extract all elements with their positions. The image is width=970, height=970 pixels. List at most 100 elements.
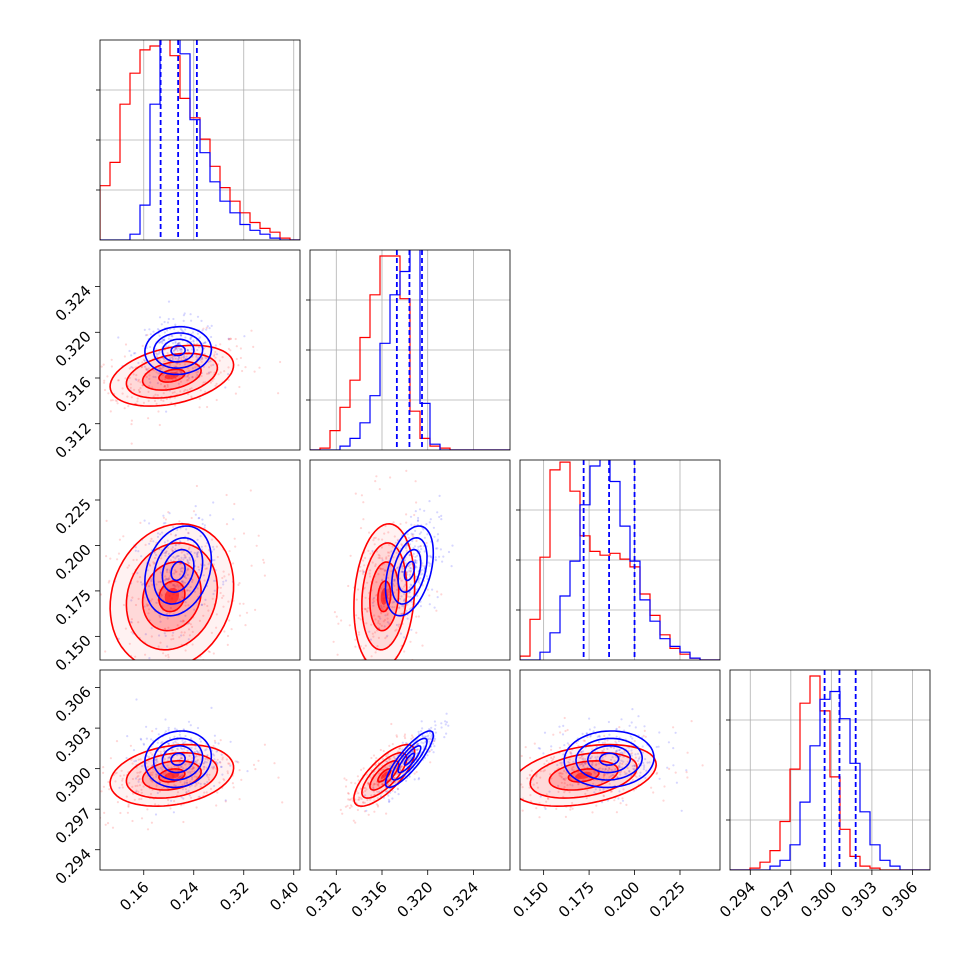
red-point: [360, 494, 363, 497]
red-point: [187, 759, 190, 762]
red-point: [134, 603, 138, 607]
red-point: [563, 779, 567, 782]
blue-point: [183, 312, 186, 315]
red-point: [154, 352, 157, 355]
blue-point: [658, 731, 661, 734]
red-point: [140, 788, 143, 791]
blue-point: [380, 606, 383, 610]
blue-point: [558, 725, 561, 728]
blue-point: [181, 739, 184, 742]
blue-point: [388, 800, 391, 803]
red-point: [205, 774, 209, 777]
blue-point: [396, 567, 399, 570]
blue-point: [189, 737, 193, 740]
red-point: [202, 765, 205, 769]
red-point: [384, 524, 387, 528]
red-point: [583, 739, 587, 743]
blue-point: [174, 544, 177, 547]
blue-point: [142, 743, 146, 746]
blue-point: [186, 342, 189, 345]
red-point: [137, 378, 140, 381]
red-point: [132, 373, 135, 376]
blue-point: [176, 347, 179, 350]
blue-point: [215, 750, 218, 753]
red-point: [126, 395, 129, 398]
red-point: [128, 564, 131, 567]
blue-point: [630, 754, 633, 757]
red-point: [374, 618, 377, 621]
red-point: [621, 797, 624, 800]
red-point: [626, 766, 629, 770]
red-point: [162, 360, 165, 363]
red-point: [119, 774, 122, 778]
red-point: [373, 537, 376, 540]
red-point: [136, 397, 139, 400]
red-point: [585, 796, 588, 800]
blue-point: [147, 585, 151, 588]
red-point: [107, 581, 110, 584]
red-point: [539, 770, 542, 773]
blue-point: [621, 752, 624, 755]
blue-point: [615, 742, 618, 745]
red-point: [188, 785, 191, 788]
red-point: [106, 822, 110, 825]
red-point: [178, 520, 181, 523]
red-point: [121, 786, 124, 789]
red-point: [363, 564, 366, 567]
blue-point: [619, 754, 622, 758]
red-point: [180, 551, 183, 554]
blue-point: [214, 344, 217, 347]
red-point: [177, 777, 180, 780]
blue-point: [655, 745, 658, 749]
blue-contour-3_1-1: [397, 744, 422, 774]
blue-point: [175, 765, 178, 768]
red-point: [495, 782, 497, 784]
xtick-label-2-2: 0.200: [600, 878, 643, 921]
blue-point: [210, 335, 213, 339]
blue-point: [213, 734, 216, 737]
ytick-label-1-2: 0.320: [52, 327, 95, 370]
red-point: [130, 419, 133, 422]
red-point: [209, 787, 213, 791]
red-point: [558, 774, 561, 777]
red-point: [359, 527, 363, 530]
red-point: [357, 792, 360, 795]
red-point: [613, 799, 616, 802]
red-point: [429, 738, 432, 741]
red-point: [577, 744, 580, 747]
red-point: [349, 554, 352, 557]
blue-point: [396, 788, 400, 791]
red-point: [159, 616, 162, 619]
red-point: [690, 720, 693, 723]
blue-point: [162, 339, 166, 342]
blue-point: [411, 601, 414, 604]
blue-point: [229, 764, 232, 767]
red-point: [169, 364, 172, 367]
red-point: [130, 618, 133, 621]
blue-point: [539, 795, 542, 798]
red-point: [335, 615, 338, 618]
blue-point: [161, 740, 164, 744]
blue-point: [158, 634, 161, 637]
red-point: [685, 771, 688, 774]
red-point: [133, 798, 136, 801]
red-point: [157, 410, 160, 413]
red-contour-3_0-3: [109, 743, 235, 808]
red-point: [196, 342, 199, 345]
red-point: [361, 572, 364, 576]
red-point: [568, 758, 571, 761]
red-point: [550, 756, 553, 760]
xtick-label-3-4: 0.306: [878, 878, 921, 921]
red-point: [197, 565, 200, 569]
blue-point: [584, 762, 587, 765]
blue-point: [167, 756, 170, 760]
blue-point: [204, 341, 207, 344]
red-point: [528, 786, 531, 789]
blue-point: [179, 567, 182, 571]
red-point: [369, 575, 372, 578]
blue-point: [183, 747, 186, 750]
red-point: [137, 790, 140, 793]
red-point: [377, 556, 380, 559]
red-point: [400, 664, 402, 666]
red-point: [393, 584, 396, 587]
